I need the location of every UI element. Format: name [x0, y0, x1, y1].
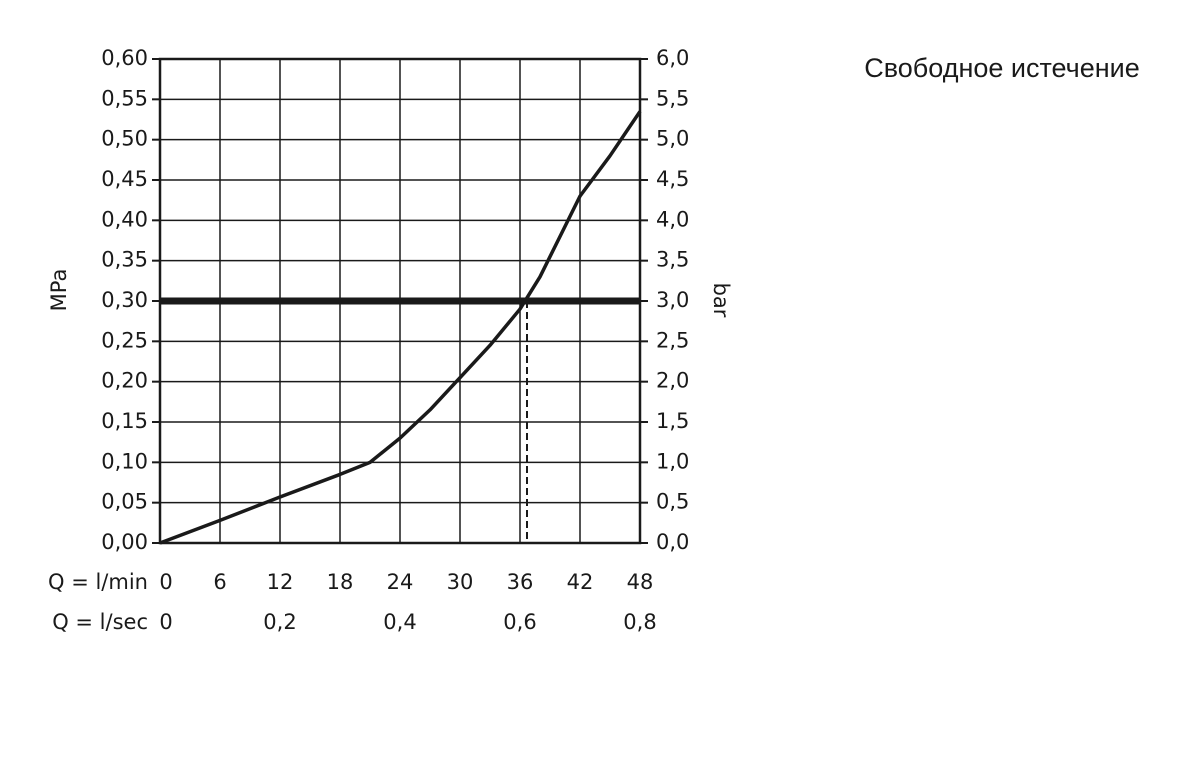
- y-tick-label: 0,45: [101, 167, 148, 191]
- y2-tick-label: 0,0: [656, 530, 689, 554]
- y-tick-label: 0,50: [101, 127, 148, 151]
- y2-tick-label: 1,5: [656, 409, 689, 433]
- y2-tick-label: 6,0: [656, 46, 689, 70]
- x2-tick-label: 0: [159, 610, 172, 634]
- y-axis-label: MPa: [47, 269, 71, 312]
- x2-tick-label: 0,6: [503, 610, 536, 634]
- x-tick-label: 18: [327, 570, 354, 594]
- y2-tick-label: 0,5: [656, 490, 689, 514]
- y-tick-label: 0,55: [101, 86, 148, 110]
- y-tick-label: 0,60: [101, 46, 148, 70]
- y2-tick-label: 5,5: [656, 86, 689, 110]
- y-tick-label: 0,30: [101, 288, 148, 312]
- x-tick-label: 6: [213, 570, 226, 594]
- x-tick-label: 48: [627, 570, 654, 594]
- x-tick-label: 24: [387, 570, 414, 594]
- y2-tick-label: 2,0: [656, 369, 689, 393]
- y2-tick-label: 4,0: [656, 207, 689, 231]
- y2-tick-label: 2,5: [656, 328, 689, 352]
- data-line: [159, 110, 642, 545]
- x-tick-label: 12: [267, 570, 294, 594]
- x-axis-label: Q = l/min: [48, 570, 148, 594]
- x-tick-label: 30: [447, 570, 474, 594]
- x2-axis-label: Q = l/sec: [52, 610, 148, 634]
- y2-tick-label: 3,0: [656, 288, 689, 312]
- y2-tick-label: 4,5: [656, 167, 689, 191]
- y-tick-label: 0,25: [101, 328, 148, 352]
- y-tick-label: 0,35: [101, 248, 148, 272]
- x2-tick-label: 0,8: [623, 610, 656, 634]
- y2-axis-label: bar: [709, 283, 733, 318]
- y-tick-label: 0,10: [101, 449, 148, 473]
- chart-title: Свободное истечение: [864, 53, 1140, 83]
- y-tick-label: 0,00: [101, 530, 148, 554]
- y-tick-label: 0,40: [101, 207, 148, 231]
- x2-tick-label: 0,4: [383, 610, 416, 634]
- y2-tick-label: 3,5: [656, 248, 689, 272]
- x-tick-label: 36: [507, 570, 534, 594]
- y2-tick-label: 5,0: [656, 127, 689, 151]
- y-tick-label: 0,15: [101, 409, 148, 433]
- y-tick-label: 0,05: [101, 490, 148, 514]
- x2-tick-label: 0,2: [263, 610, 296, 634]
- x-tick-label: 0: [159, 570, 172, 594]
- y2-tick-label: 1,0: [656, 449, 689, 473]
- x-tick-label: 42: [567, 570, 594, 594]
- y-tick-label: 0,20: [101, 369, 148, 393]
